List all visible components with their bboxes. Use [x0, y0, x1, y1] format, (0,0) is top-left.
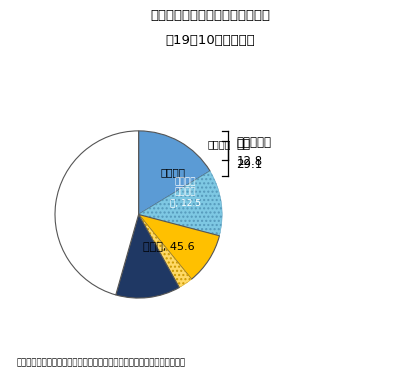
Wedge shape — [55, 131, 139, 295]
Wedge shape — [139, 214, 219, 279]
Text: 29.1: 29.1 — [236, 158, 262, 171]
Text: その他, 45.6: その他, 45.6 — [143, 241, 194, 251]
Wedge shape — [139, 171, 222, 236]
Text: 技能実習: 技能実習 — [160, 167, 186, 178]
Wedge shape — [139, 214, 192, 288]
Text: 12.8: 12.8 — [236, 155, 262, 168]
Wedge shape — [116, 214, 179, 298]
Text: 技能実習: 技能実習 — [207, 139, 231, 149]
Text: 卸売・小売: 卸売・小売 — [236, 136, 271, 149]
Text: 製造: 製造 — [236, 138, 250, 151]
Text: 出所：「外国人雇用状況の届出状況表一覧」厚生労働省より大和総研作成: 出所：「外国人雇用状況の届出状況表一覧」厚生労働省より大和総研作成 — [17, 358, 186, 367]
Text: 外国人労働者の産業別比率（％）: 外国人労働者の産業別比率（％） — [150, 9, 270, 22]
Text: （19年10月末時点）: （19年10月末時点） — [165, 34, 255, 47]
Text: 宿泊・飲
食サービ
ス, 12.5: 宿泊・飲 食サービ ス, 12.5 — [170, 177, 201, 207]
Wedge shape — [139, 131, 210, 214]
